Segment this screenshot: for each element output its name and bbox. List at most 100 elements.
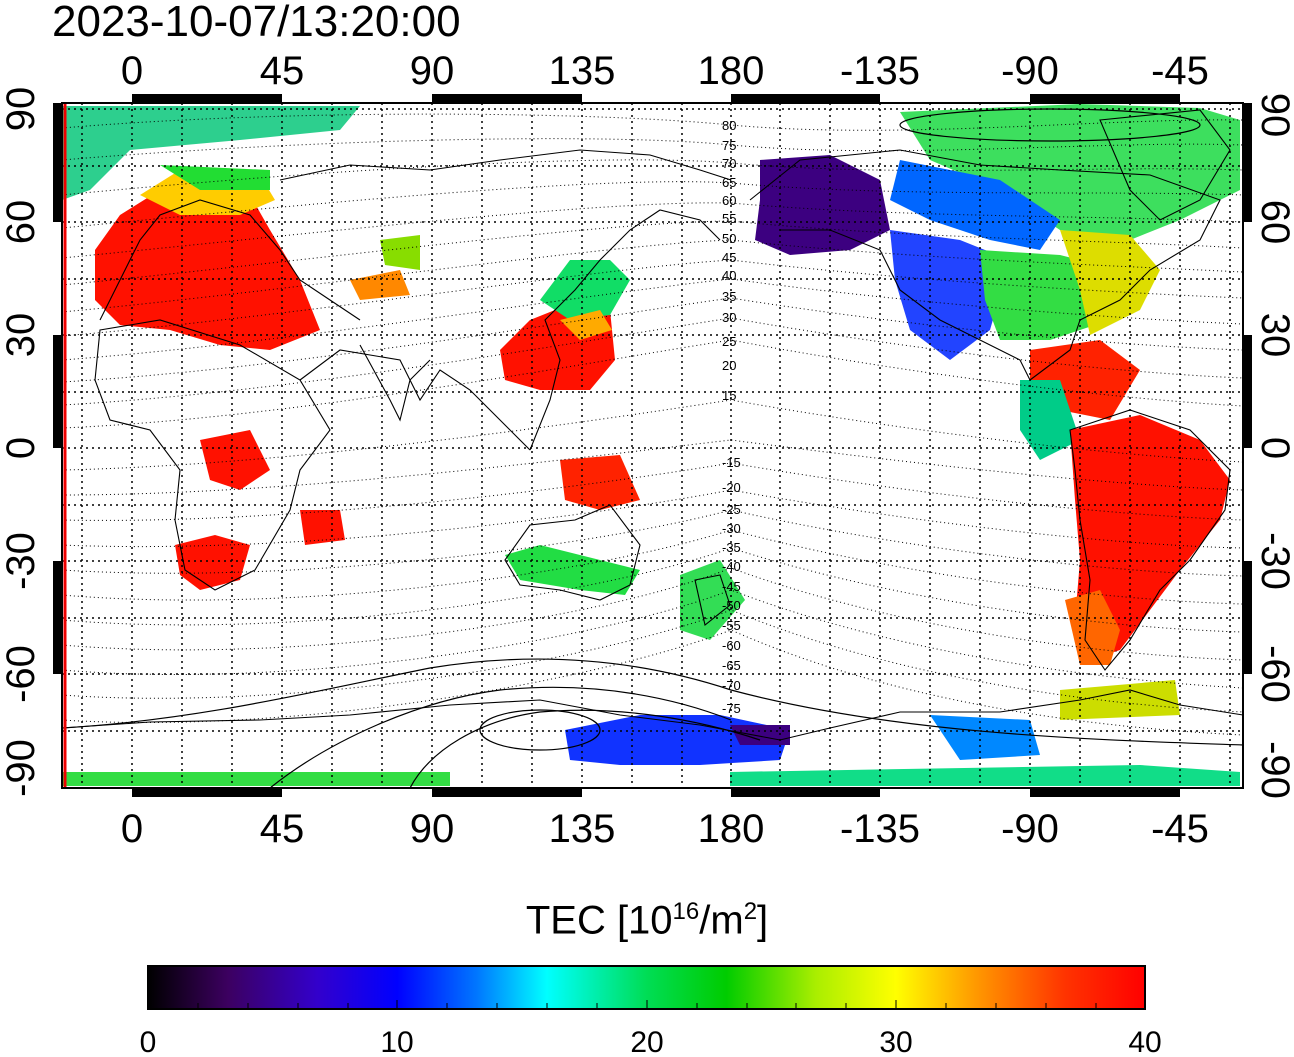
right-lat-tick: -90 [1253,741,1294,799]
contour-label: -15 [722,455,741,470]
contour-label: -40 [722,559,741,574]
frame-bars [53,94,1252,797]
right-lat-ticks: 90 60 30 0 -30 -60 -90 [1253,93,1294,799]
left-lat-tick: -30 [0,532,43,590]
coast-india [359,344,431,422]
tec-region-south-africa [175,535,250,590]
coast-asia-south [299,349,531,451]
bottom-lon-tick: 135 [549,807,616,851]
tec-region-south-band-left [62,772,450,786]
left-lat-ticks: 90 60 30 0 -30 -60 -90 [0,87,43,797]
colorbar-title-main: TEC [10 [525,898,673,943]
bottom-lon-tick: -45 [1151,807,1209,851]
magnetic-contours-solid [62,108,1243,788]
right-lat-tick: 60 [1253,200,1294,245]
colorbar-title: TEC [1016/m2] [0,898,1294,943]
colorbar-title-close: ] [757,898,769,943]
bottom-lon-tick: 90 [410,807,455,851]
tec-region-australia [505,545,640,595]
colorbar-tick-label: 40 [1128,1026,1161,1057]
contour-labels: 80 75 70 65 60 55 50 45 40 35 30 25 20 1… [722,118,741,716]
tec-region-russia-green [160,165,270,190]
right-lat-tick: -30 [1253,532,1294,590]
timestamp-title: 2023-10-07/13:20:00 [52,0,461,46]
tec-region-africa-central [200,430,270,490]
top-lon-ticks: 0 45 90 135 180 -135 -90 -45 [121,49,1209,93]
colorbar-tick-label: 0 [140,1026,157,1057]
bottom-lon-ticks: 0 45 90 135 180 -135 -90 -45 [121,807,1209,851]
colorbar-title-unit-exp: 2 [743,898,758,925]
coast-nz [694,574,731,626]
tec-region-na-west [890,230,1010,360]
tec-region-japan [540,260,630,320]
tec-region-central-america [1020,380,1080,460]
contour-label: 70 [722,156,736,171]
magnetic-contours [62,113,1243,736]
contour-label: 50 [722,231,736,246]
tec-data [62,104,1240,786]
tec-region-canada-blue [890,160,1060,250]
tec-region-patagonia [1065,590,1120,665]
contour-label: 75 [722,138,736,153]
contour-label: -25 [722,502,741,517]
tec-region-png [560,455,640,510]
contour-label: 65 [722,175,736,190]
right-lat-tick: 90 [1253,93,1294,138]
contour-label: -70 [722,678,741,693]
colorbar-tick-label: 30 [879,1026,912,1057]
bottom-lon-tick: -90 [1001,807,1059,851]
left-lat-tick: 90 [0,87,43,132]
contour-label: 45 [722,250,736,265]
coast-africa [94,319,331,591]
colorbar-tick-label: 10 [380,1026,413,1057]
coast-antarctica [62,689,1243,741]
colorbar-title-unit: /m [699,898,744,943]
tec-region-siberia [380,235,420,270]
tec-region-arctic-east [900,104,1240,240]
bottom-lon-tick: 0 [121,807,143,851]
bottom-lon-tick: 45 [260,807,305,851]
top-lon-tick: 180 [698,49,765,93]
coast-asia-east [529,209,721,451]
tec-region-arctic [62,106,360,200]
left-lat-tick: 30 [0,313,43,358]
contour-label: -50 [722,598,741,613]
coast-australia [504,504,641,601]
colorbar: 0 10 20 30 40 [140,965,1162,1057]
tec-region-antarctica-east [930,715,1040,760]
tec-region-europe [95,180,320,350]
contour-label: -75 [722,701,741,716]
contour-label: 40 [722,268,736,283]
tec-region-na-east [1060,230,1160,335]
right-lat-tick: 30 [1253,313,1294,358]
bottom-lon-tick: -135 [840,807,920,851]
top-lon-tick: -45 [1151,49,1209,93]
grid-lines [62,103,1243,788]
tec-region-alaska [755,155,890,255]
contour-label: -30 [722,521,741,536]
contour-label: 25 [722,334,736,349]
coast-europe [99,199,361,321]
top-lon-tick: -135 [840,49,920,93]
colorbar-ticks [197,1000,1097,1009]
plot-frame [61,102,1244,789]
right-lat-tick: -60 [1253,645,1294,703]
contour-label: 30 [722,310,736,325]
contour-label: 35 [722,289,736,304]
bottom-lon-tick: 180 [698,807,765,851]
top-lon-tick: -90 [1001,49,1059,93]
contour-label: -55 [722,618,741,633]
coast-south-america [1069,409,1231,671]
contour-label: 60 [722,193,736,208]
contour-label: -20 [722,480,741,495]
left-lat-tick: -90 [0,739,43,797]
right-lat-tick: 0 [1253,437,1294,459]
tec-region-central-asia [350,270,410,300]
tec-region-antarctica-purple [730,725,790,745]
contour-label: -65 [722,658,741,673]
contour-label: -45 [722,579,741,594]
colorbar-title-exp: 16 [672,898,700,925]
tec-region-south-america [1070,415,1230,660]
colorbar-tick-label: 20 [630,1026,663,1057]
